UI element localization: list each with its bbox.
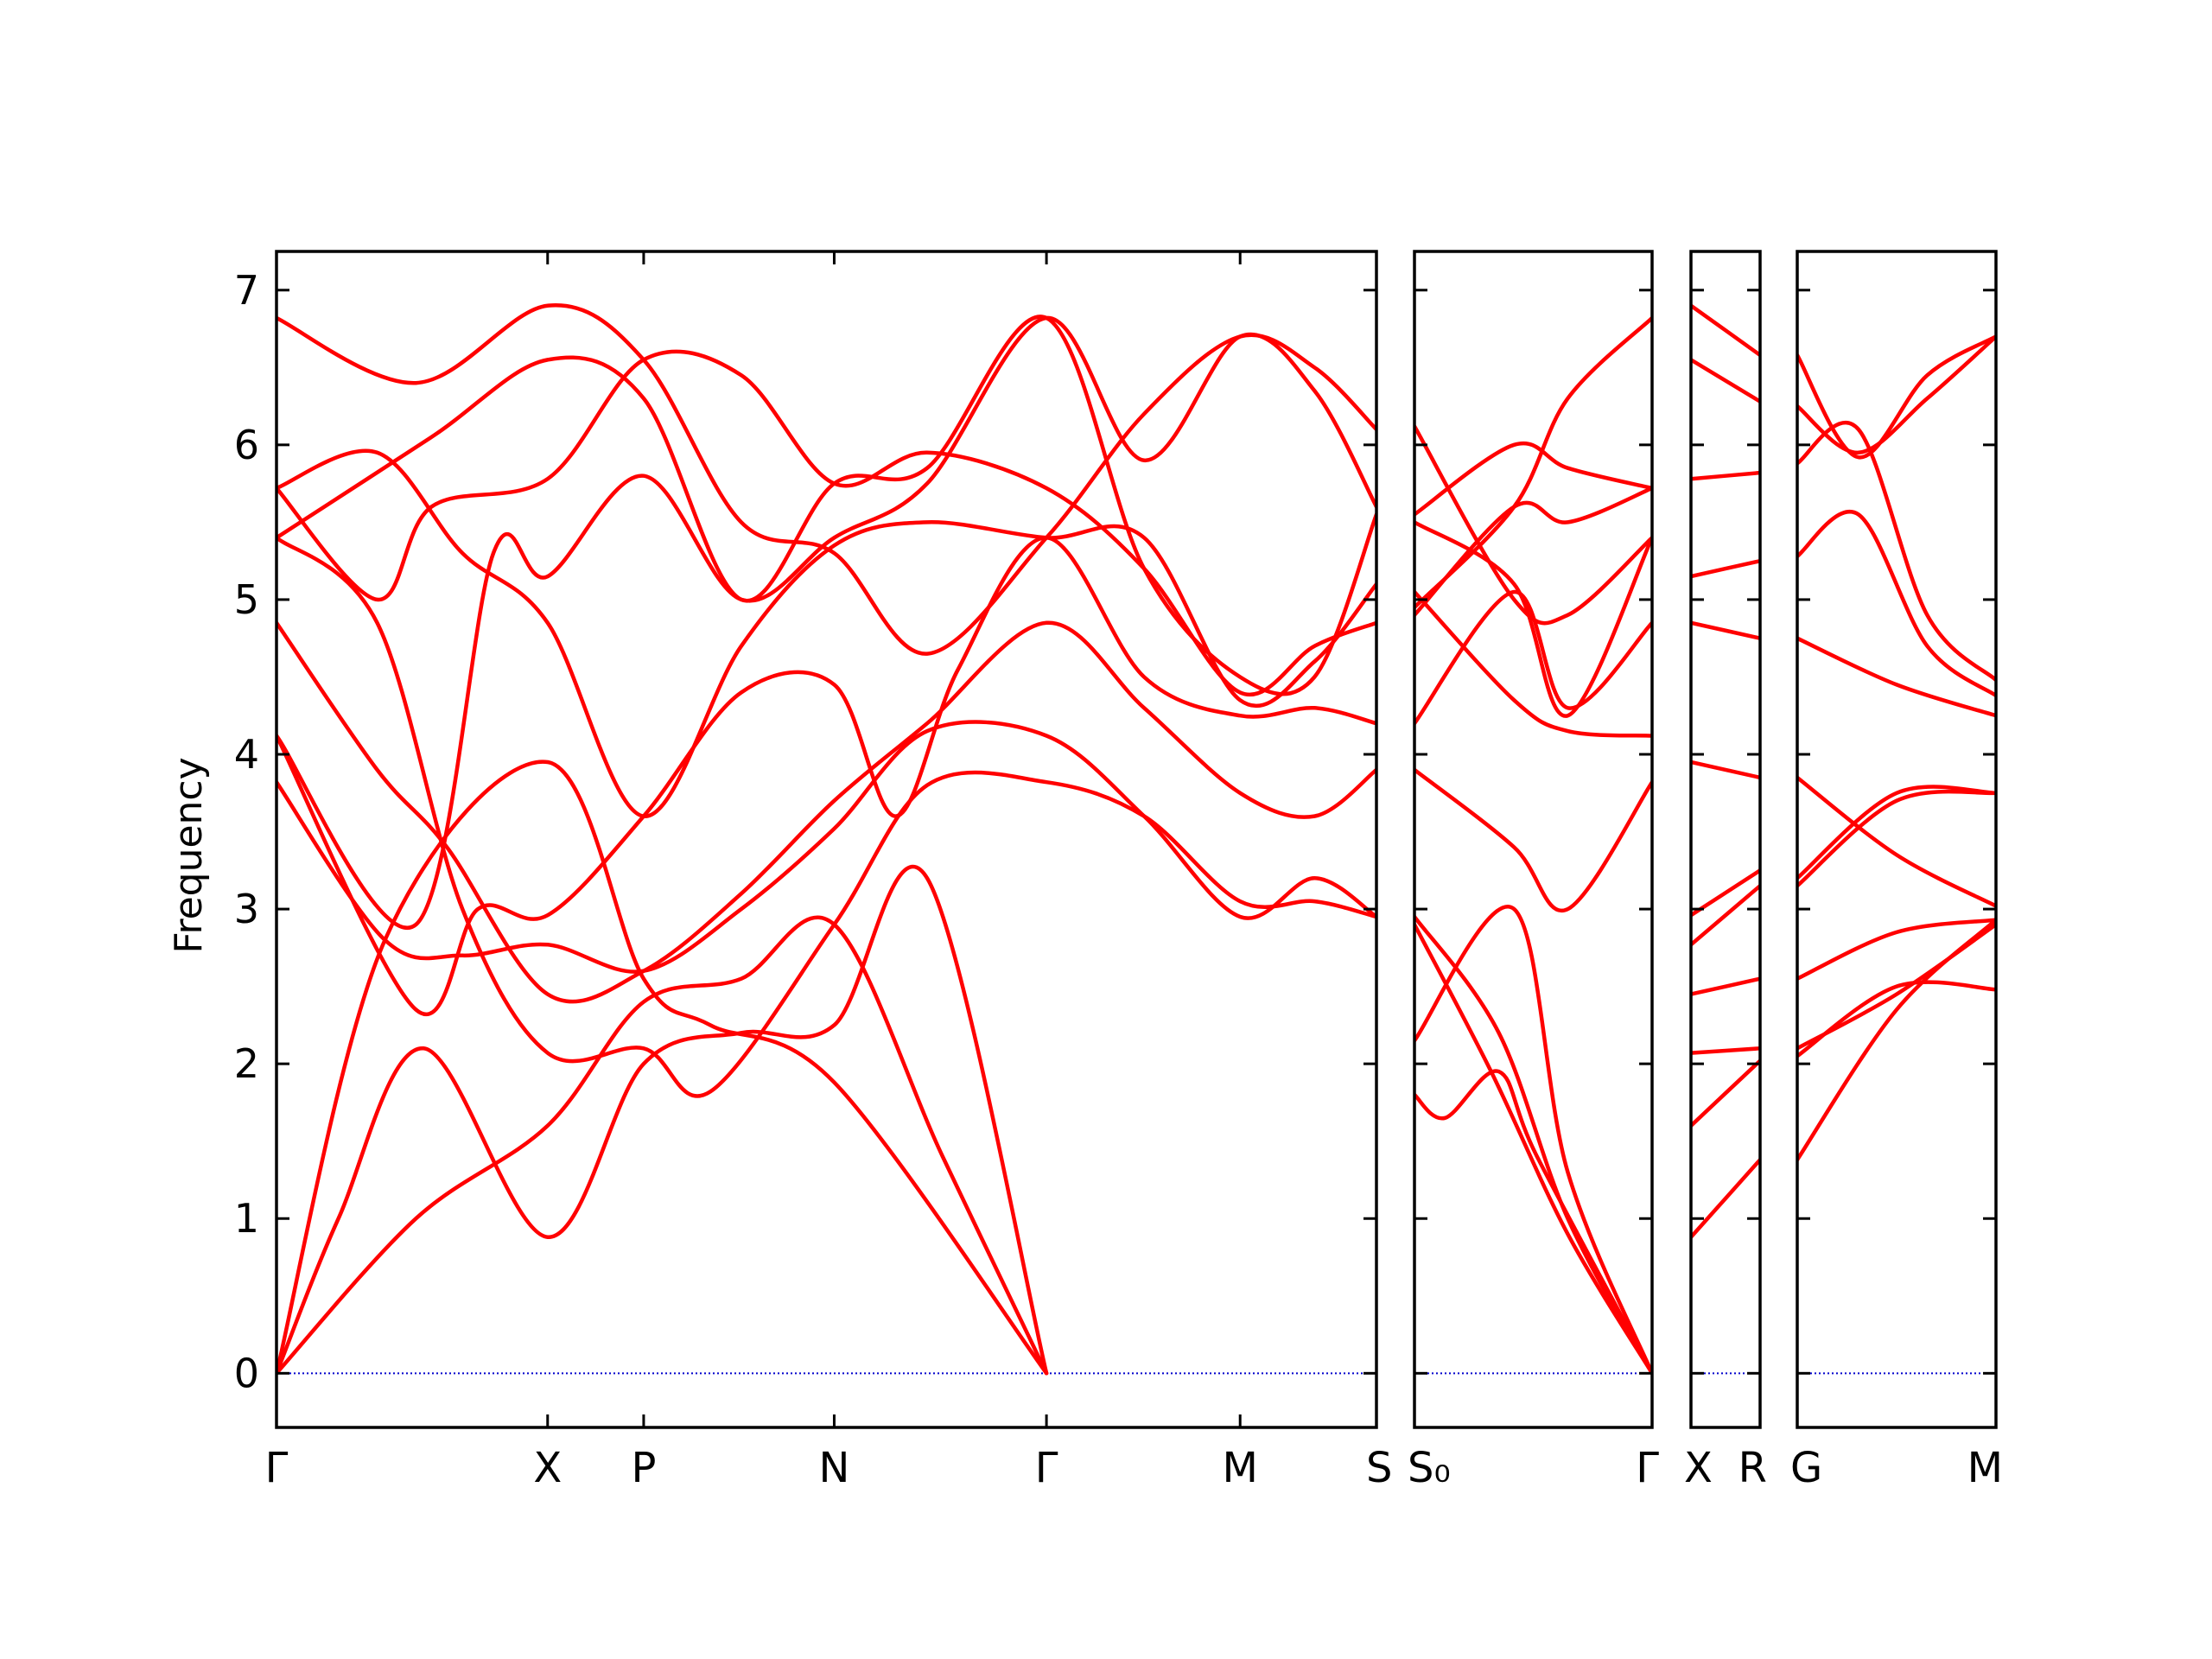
band-line xyxy=(1414,441,1652,517)
band-line xyxy=(1691,1058,1760,1128)
band-line xyxy=(1691,620,1760,640)
bands xyxy=(1691,303,1760,1239)
band-line xyxy=(1797,918,1996,1162)
band-line xyxy=(1414,1069,1652,1376)
y-tick-label: 0 xyxy=(234,1350,259,1396)
x-tick-label: X xyxy=(1684,1444,1713,1492)
band-line xyxy=(1691,976,1760,996)
band-line xyxy=(1691,470,1760,481)
band-line xyxy=(1691,558,1760,579)
band-line xyxy=(276,536,1376,1016)
y-tick-label: 6 xyxy=(234,422,259,468)
band-line xyxy=(1691,1157,1760,1239)
x-tick-label: X xyxy=(533,1444,562,1492)
x-tick-label: P xyxy=(631,1444,656,1492)
panel-frame xyxy=(275,250,1378,1429)
band-line xyxy=(276,760,1049,1376)
band-line xyxy=(1797,510,1996,698)
band-line xyxy=(1691,883,1760,947)
y-tick-label: 2 xyxy=(234,1040,259,1087)
x-tick-label: N xyxy=(819,1444,850,1492)
band-line xyxy=(276,536,1376,1098)
panel-2: S₀ Γ xyxy=(1408,250,1659,1492)
band-line xyxy=(1797,785,1996,880)
band-line xyxy=(1414,315,1652,610)
x-tick-label: M xyxy=(1967,1444,2003,1492)
x-tick-label: Γ xyxy=(1636,1444,1659,1492)
band-line xyxy=(1414,767,1652,913)
y-tick-label: 3 xyxy=(234,886,259,932)
y-tick-label: 1 xyxy=(234,1195,259,1242)
band-line xyxy=(1797,775,1996,908)
band-line xyxy=(1414,589,1652,726)
band-line xyxy=(1414,914,1652,1376)
band-line xyxy=(1797,636,1996,718)
y-axis-label: Frequency xyxy=(167,757,211,953)
band-line xyxy=(1414,486,1652,618)
panel-frame xyxy=(1689,250,1762,1429)
x-tick-label: S xyxy=(1366,1444,1392,1492)
band-line xyxy=(1691,868,1760,918)
band-line xyxy=(1414,922,1652,1376)
x-tick-label: Γ xyxy=(265,1444,289,1492)
y-tick-label: 5 xyxy=(234,576,259,623)
band-line xyxy=(276,315,1376,696)
band-line xyxy=(1691,303,1760,358)
band-line xyxy=(1797,918,1996,981)
band-line xyxy=(1414,905,1652,1376)
x-tick-label: R xyxy=(1738,1444,1767,1492)
band-line xyxy=(1691,358,1760,404)
band-line xyxy=(1797,420,1996,683)
band-line xyxy=(1414,589,1652,738)
x-tick-label: M xyxy=(1223,1444,1258,1492)
x-tick-label: G xyxy=(1790,1444,1822,1492)
panel-frame xyxy=(1413,250,1654,1429)
y-tick-label: 4 xyxy=(234,731,259,778)
band-line xyxy=(276,864,1049,1376)
band-line xyxy=(1797,922,1996,1051)
x-tick-label: Γ xyxy=(1035,1444,1058,1492)
y-tick-label: 7 xyxy=(234,267,259,314)
bands xyxy=(1414,315,1652,1376)
band-line xyxy=(1414,424,1652,626)
bands xyxy=(1797,334,1996,1162)
band-line xyxy=(1691,1046,1760,1055)
x-tick-label: S₀ xyxy=(1408,1444,1451,1492)
bands xyxy=(276,302,1376,1376)
band-line xyxy=(276,315,1376,930)
band-line xyxy=(1797,334,1996,460)
panel-frame xyxy=(1796,250,1998,1429)
band-line xyxy=(276,915,1049,1376)
panel-1: 0 1 2 3 4 5 6 7 Γ X P N Γ M S xyxy=(234,250,1392,1492)
band-line xyxy=(1797,334,1996,455)
band-line xyxy=(276,349,1376,696)
band-line xyxy=(276,448,1376,818)
band-line xyxy=(1797,789,1996,888)
band-line xyxy=(1691,760,1760,780)
